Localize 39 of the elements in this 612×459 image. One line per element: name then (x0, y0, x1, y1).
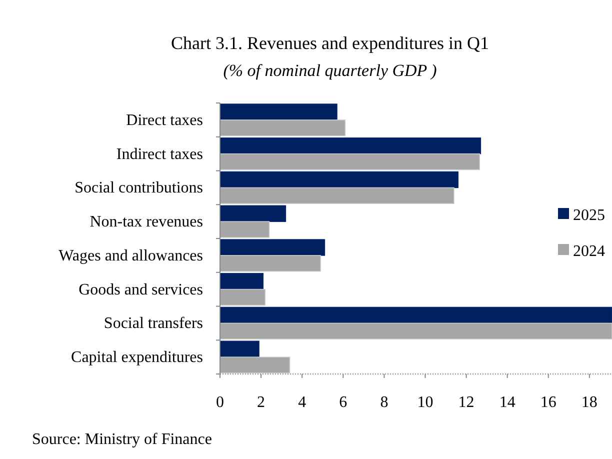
bar (220, 205, 286, 222)
legend-label: 2025 (573, 207, 605, 224)
x-tick-label: 6 (339, 394, 348, 411)
bar (220, 171, 458, 188)
x-tick-label: 4 (298, 394, 306, 411)
x-tick-label: 10 (417, 394, 434, 411)
x-tick-label: 0 (216, 394, 224, 411)
x-tick-label: 2 (257, 394, 266, 411)
x-tick-label: 16 (540, 394, 556, 411)
y-tick-label: Wages and allowances (58, 247, 203, 264)
bar (220, 356, 290, 374)
x-tick-label: 12 (458, 394, 474, 411)
bar (220, 239, 326, 256)
y-tick-label: Direct taxes (126, 112, 203, 129)
bar (220, 255, 321, 272)
bar (220, 104, 338, 120)
y-tick-label: Social transfers (104, 315, 203, 332)
y-tick-label: Goods and services (78, 281, 203, 298)
x-tick-label: 18 (581, 394, 598, 411)
bar (220, 221, 270, 238)
x-tick-label: 8 (380, 394, 388, 411)
bar (220, 120, 346, 136)
bar (220, 272, 264, 290)
bar (220, 322, 612, 340)
y-tick-label: Social contributions (74, 180, 203, 197)
bar (220, 288, 266, 306)
y-tick-label: Non-tax revenues (90, 214, 203, 231)
x-tick-label: 14 (499, 394, 516, 411)
y-tick-label: Indirect taxes (116, 146, 203, 163)
bar (220, 137, 482, 154)
bar (220, 306, 612, 324)
chart-subtitle: (% of nominal quarterly GDP ) (223, 61, 438, 80)
bar (220, 187, 454, 204)
bar (220, 340, 260, 358)
legend-label: 2024 (573, 243, 605, 260)
y-tick-label: Capital expenditures (71, 349, 203, 366)
chart-title: Chart 3.1. Revenues and expenditures in Q1 (171, 33, 489, 53)
source-note: Source: Ministry of Finance (32, 431, 212, 448)
bar (220, 153, 480, 170)
